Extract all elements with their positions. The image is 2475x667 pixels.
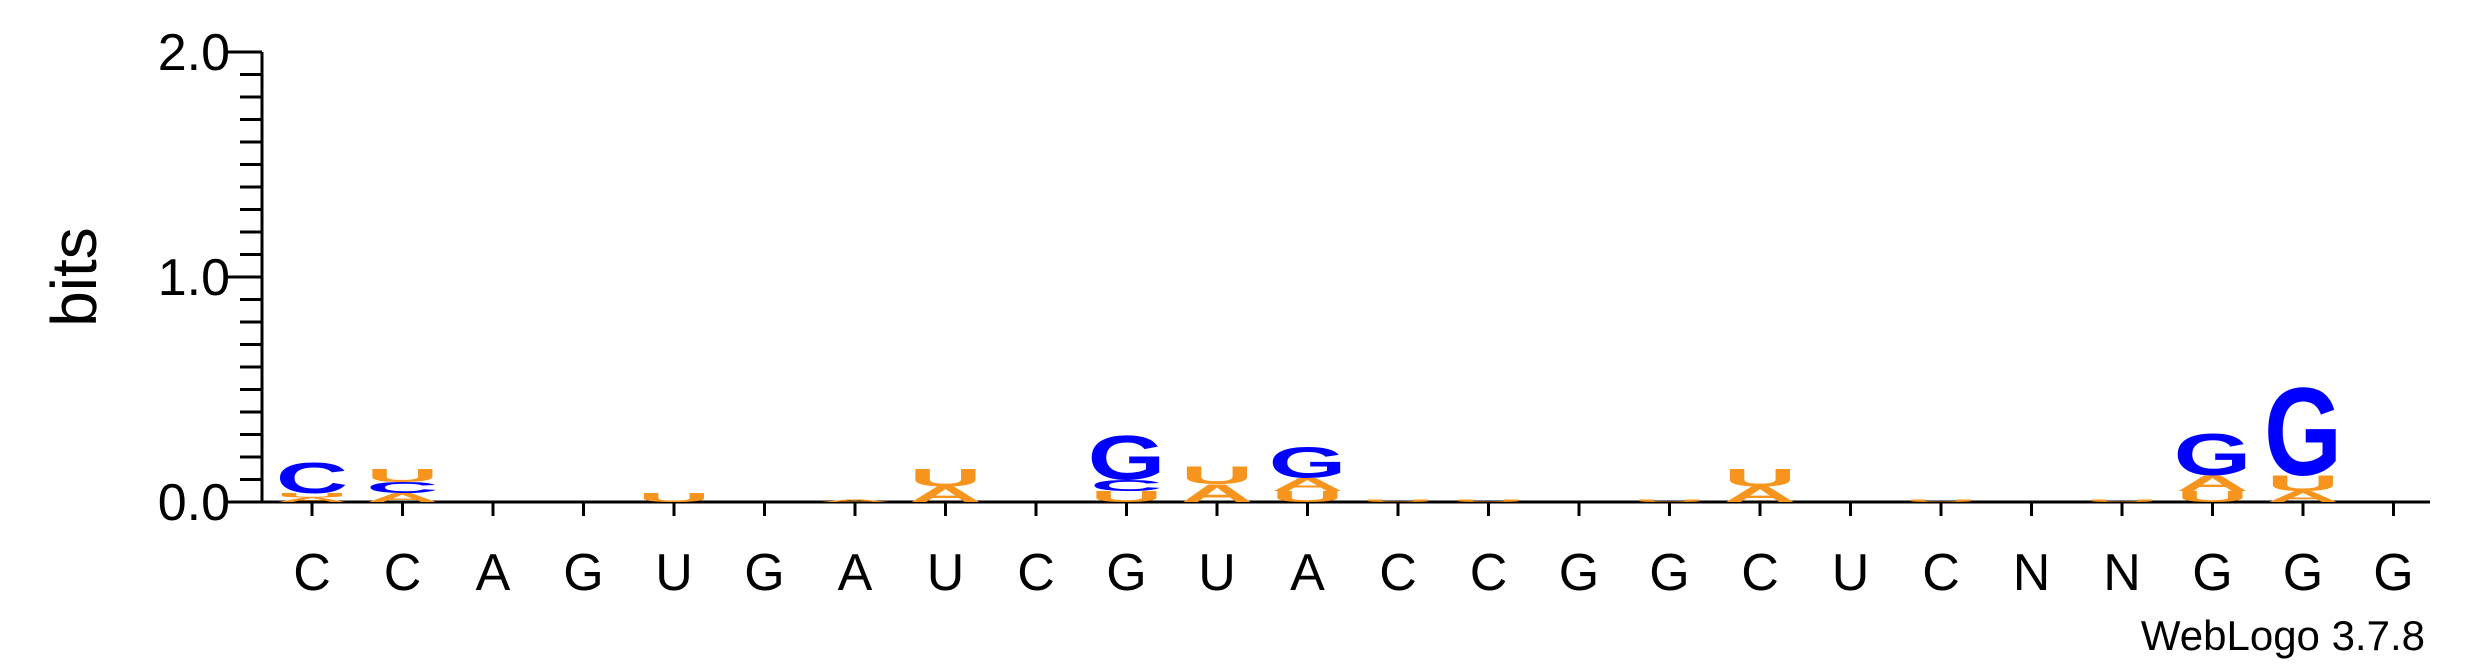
logo-letter-U: U	[638, 491, 710, 505]
x-tick-label: G	[2192, 544, 2232, 602]
x-tick-label: U	[655, 544, 693, 602]
logo-letter-U: U	[1633, 499, 1705, 503]
x-tick-label: A	[1290, 544, 1325, 602]
logo-letter-A: A	[2176, 471, 2248, 496]
logo-letter-U: U	[909, 464, 981, 492]
x-tick-label: C	[1922, 544, 1960, 602]
logo-letter-U: U	[1181, 462, 1253, 490]
x-tick-label: A	[476, 544, 511, 602]
weblogo-credit: WebLogo 3.7.8	[2141, 612, 2425, 659]
x-tick-label: C	[1741, 544, 1779, 602]
x-tick-label: U	[1832, 544, 1870, 602]
x-tick-label: C	[1017, 544, 1055, 602]
logo-letter-U: U	[366, 465, 438, 486]
x-tick-label: G	[563, 544, 603, 602]
logo-letter-A: A	[2267, 488, 2339, 506]
y-tick-label-1: 1.0	[158, 249, 230, 307]
logo-letter-U: U	[1090, 488, 1162, 506]
x-tick-label: C	[293, 544, 331, 602]
logo-letter-G: G	[2174, 421, 2252, 488]
x-tick-label: C	[1470, 544, 1508, 602]
logo-letter-A: A	[276, 496, 348, 503]
logo-letter-U: U	[1724, 464, 1796, 492]
x-tick-label: U	[1198, 544, 1236, 602]
logo-letter-A: A	[366, 491, 438, 505]
x-tick-label: U	[927, 544, 965, 602]
logo-letter-U: U	[1452, 499, 1524, 503]
logo-letter-C: C	[276, 454, 348, 503]
x-tick-label: G	[1649, 544, 1689, 602]
x-tick-label: A	[838, 544, 873, 602]
logo-letter-U: U	[2176, 488, 2248, 506]
logo-letter-C: C	[1090, 477, 1162, 495]
x-tick-label: C	[384, 544, 422, 602]
logo-letter-U: U	[1362, 499, 1434, 503]
y-tick-label-2: 2.0	[158, 24, 230, 82]
x-tick-label: G	[2373, 544, 2413, 602]
x-tick-label: G	[1559, 544, 1599, 602]
x-tick-label: G	[2283, 544, 2323, 602]
logo-letter-U: U	[2086, 499, 2158, 503]
logo-letter-G: G	[2264, 362, 2342, 503]
x-tick-label: G	[1106, 544, 1146, 602]
x-tick-label: G	[744, 544, 784, 602]
x-tick-label: C	[1379, 544, 1417, 602]
logo-letter-C: C	[366, 479, 438, 497]
logo-letter-A: A	[819, 499, 891, 503]
logo-letter-G: G	[1269, 438, 1347, 487]
logo-letter-U: U	[276, 492, 348, 499]
x-tick-label: N	[2013, 544, 2051, 602]
logo-letter-U: U	[1905, 499, 1977, 503]
y-axis-label: bits	[38, 227, 110, 327]
logo-letter-U: U	[1271, 488, 1343, 506]
x-tick-label: N	[2103, 544, 2141, 602]
logo-letter-A: A	[1271, 474, 1343, 495]
y-ticks	[225, 50, 262, 504]
logo-letter-G: G	[1088, 422, 1166, 493]
logo-letter-U: U	[2267, 471, 2339, 496]
y-tick-label-0: 0.0	[158, 474, 230, 532]
